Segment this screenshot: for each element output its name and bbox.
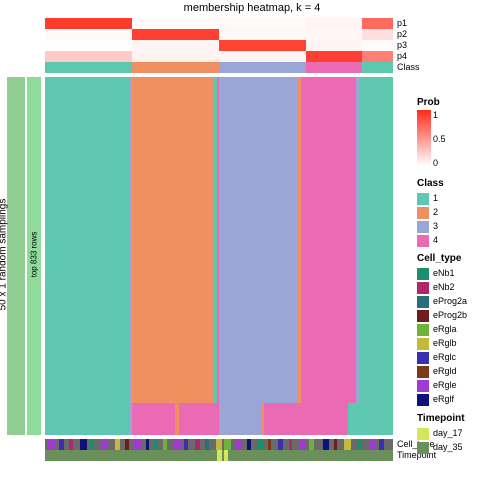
prob-row-p1: [45, 18, 393, 29]
yaxis-outer-bar: [7, 77, 25, 435]
celltype-track: [45, 439, 393, 450]
prob-row-p2: [45, 29, 393, 40]
class-track: [45, 62, 393, 73]
prob-row-p4: [45, 51, 393, 62]
main-heatmap: [45, 77, 393, 435]
prob-row-p3: [45, 40, 393, 51]
timepoint-track: [45, 450, 393, 461]
chart-title: membership heatmap, k = 4: [0, 2, 504, 14]
yaxis-inner-label: top 833 rows: [30, 76, 39, 434]
yaxis-outer-label: 50 x 1 random samplings: [0, 76, 9, 434]
